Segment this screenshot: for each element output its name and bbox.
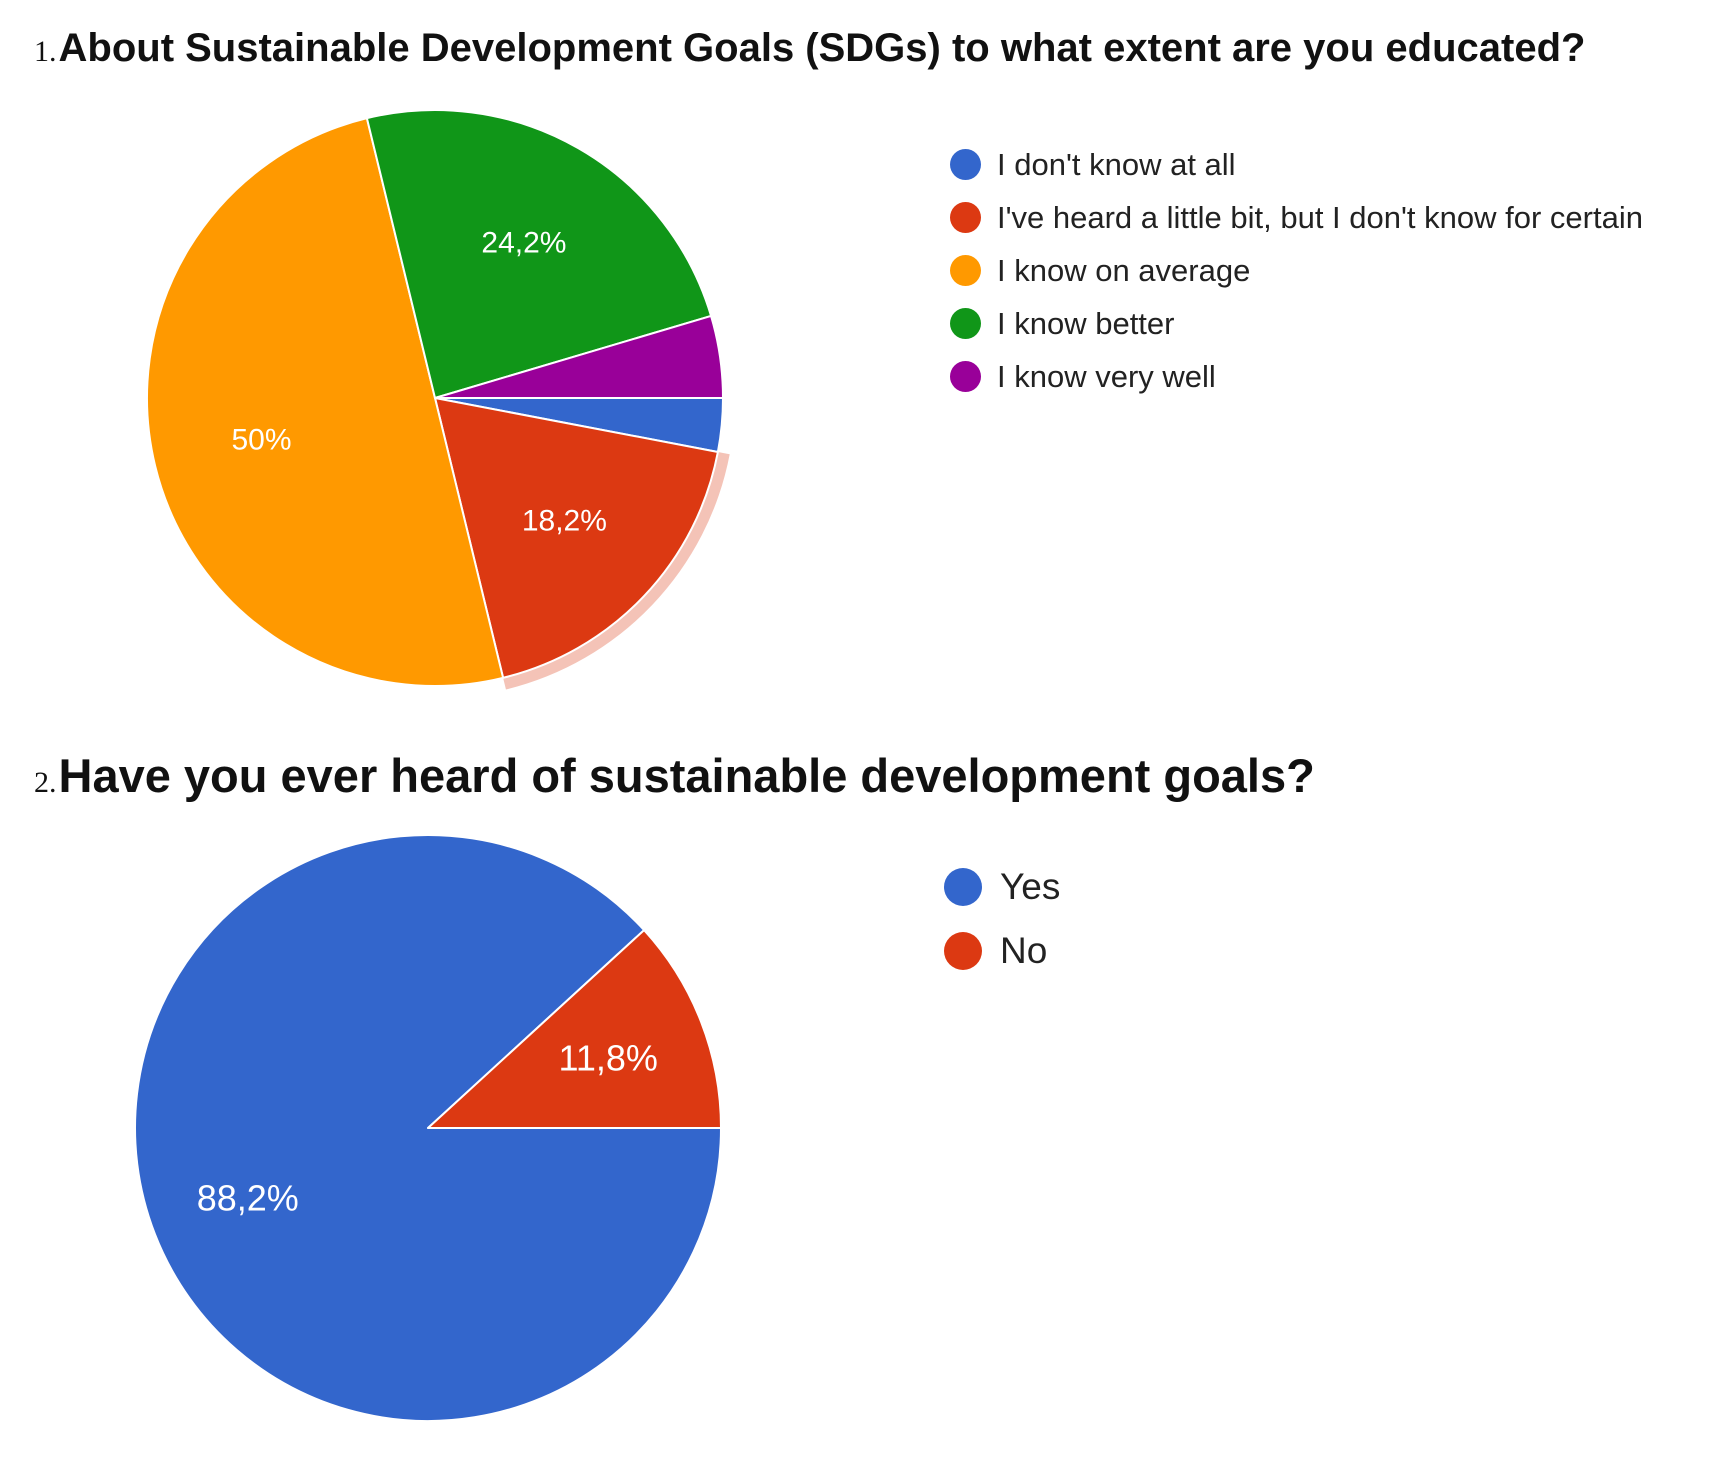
chart-1-slice-i-know-very-well[interactable] — [434, 314, 724, 399]
chart-2-title-text: Have you ever heard of sustainable devel… — [58, 749, 1315, 802]
chart-1-slice-i-know-on-average[interactable] — [146, 117, 505, 687]
chart-1-legend: I don't know at all I've heard a little b… — [950, 138, 1643, 403]
chart-1-legend-item-i-know-on-average[interactable]: I know on average — [950, 244, 1643, 297]
legend-swatch-icon — [944, 932, 982, 970]
legend-label: I know on average — [997, 252, 1251, 288]
chart-1-legend-item-i-don-t-know-at-all[interactable]: I don't know at all — [950, 138, 1643, 191]
chart-2-legend: Yes No — [944, 855, 1060, 983]
chart-1-title-number: 1. — [34, 35, 57, 68]
legend-label: Yes — [1000, 866, 1061, 907]
chart-1-pie: 18,2% 50% 24,2% — [146, 109, 730, 690]
chart-2-slice-no[interactable] — [427, 929, 722, 1129]
chart-2-title-number: 2. — [34, 766, 57, 799]
chart-2-legend-item-yes[interactable]: Yes — [944, 855, 1060, 919]
legend-label: I don't know at all — [997, 146, 1236, 182]
legend-swatch-icon — [944, 868, 982, 906]
chart-2-slice-yes[interactable] — [134, 834, 722, 1422]
chart-1-title: 1.About Sustainable Development Goals (S… — [34, 26, 1585, 71]
legend-label: No — [1000, 930, 1048, 971]
legend-swatch-icon — [950, 308, 981, 339]
chart-1-slice-label-i-know-better: 24,2% — [481, 227, 566, 260]
chart-1-legend-item-i-know-very-well[interactable]: I know very well — [950, 350, 1643, 403]
chart-2-title: 2.Have you ever heard of sustainable dev… — [34, 748, 1315, 803]
chart-1-slice-i-know-better[interactable] — [365, 109, 713, 399]
chart-2-slice-label-no: 11,8% — [559, 1037, 658, 1078]
legend-swatch-icon — [950, 202, 981, 233]
chart-1-slice-label-i-know-on-average: 50% — [231, 424, 291, 457]
chart-1-slice-label-i-ve-heard-a-little-bit-but-i-don-t-know-for-certain: 18,2% — [522, 505, 607, 538]
legend-label: I've heard a little bit, but I don't kno… — [997, 199, 1643, 235]
legend-swatch-icon — [950, 361, 981, 392]
chart-1-slice-i-ve-heard-a-little-bit-but-i-don-t-know-for-certain[interactable] — [434, 397, 719, 679]
legend-swatch-icon — [950, 255, 981, 286]
chart-1-legend-item-i-know-better[interactable]: I know better — [950, 297, 1643, 350]
chart-1-title-text: About Sustainable Development Goals (SDG… — [58, 26, 1586, 70]
legend-swatch-icon — [950, 149, 981, 180]
legend-label: I know better — [997, 305, 1175, 341]
chart-1-legend-item-i-ve-heard-a-little-bit-but-i-don-t-know-for-certain[interactable]: I've heard a little bit, but I don't kno… — [950, 191, 1643, 244]
chart-2-slice-label-yes: 88,2% — [197, 1178, 299, 1219]
chart-2-legend-item-no[interactable]: No — [944, 919, 1060, 983]
legend-label: I know very well — [997, 358, 1216, 394]
